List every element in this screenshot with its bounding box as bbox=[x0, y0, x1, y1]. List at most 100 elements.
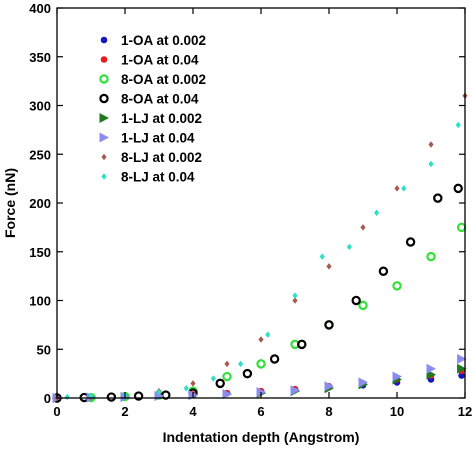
y-tick-label: 400 bbox=[29, 1, 51, 16]
data-point bbox=[426, 251, 436, 262]
data-point bbox=[324, 381, 334, 392]
data-point bbox=[106, 392, 117, 402]
legend-marker bbox=[101, 173, 107, 180]
data-point bbox=[324, 320, 334, 330]
data-point bbox=[378, 266, 389, 276]
data-point bbox=[428, 160, 434, 168]
data-point bbox=[457, 363, 467, 374]
data-point bbox=[256, 359, 266, 369]
data-point bbox=[426, 363, 436, 374]
tick-labels: 0 2 4 6 8 10 12 0 50 100 150 200 250 300 350 400 bbox=[29, 1, 472, 419]
legend-item: 1-OA at 0.04 bbox=[100, 53, 199, 68]
data-point bbox=[456, 222, 467, 233]
legend-label: 8-OA at 0.002 bbox=[121, 72, 206, 87]
data-point bbox=[133, 391, 144, 401]
data-point bbox=[401, 185, 407, 192]
data-point bbox=[428, 141, 434, 148]
legend-item: 8-OA at 0.002 bbox=[99, 72, 206, 87]
legend-label: 8-LJ at 0.002 bbox=[121, 150, 202, 165]
data-points bbox=[52, 92, 468, 403]
y-tick-label: 200 bbox=[29, 196, 51, 211]
data-point bbox=[346, 243, 352, 251]
y-tick-label: 150 bbox=[29, 245, 51, 260]
legend-item: 8-LJ at 0.002 bbox=[101, 150, 202, 165]
series-3 bbox=[52, 183, 463, 403]
x-tick-label: 2 bbox=[121, 404, 128, 419]
data-point bbox=[190, 380, 196, 387]
x-tick-label: 12 bbox=[458, 404, 472, 419]
legend-label: 8-OA at 0.04 bbox=[121, 92, 199, 107]
legend: 1-OA at 0.002 1-OA at 0.04 8-OA at 0.002 8-… bbox=[99, 33, 206, 185]
legend-label: 1-OA at 0.04 bbox=[121, 53, 199, 68]
data-point bbox=[351, 295, 361, 306]
data-point bbox=[242, 368, 253, 379]
data-point bbox=[156, 388, 162, 396]
data-point bbox=[374, 209, 380, 216]
data-point bbox=[258, 336, 264, 343]
legend-marker bbox=[100, 36, 108, 44]
legend-item: 1-LJ at 0.04 bbox=[99, 131, 195, 146]
data-point bbox=[292, 297, 298, 304]
data-point bbox=[358, 377, 368, 388]
data-point bbox=[224, 360, 230, 368]
data-point bbox=[326, 263, 332, 270]
x-tick-label: 6 bbox=[257, 404, 264, 419]
y-tick-label: 50 bbox=[37, 342, 51, 357]
data-point bbox=[269, 354, 280, 364]
data-point bbox=[297, 339, 307, 350]
data-point bbox=[215, 378, 225, 389]
data-point bbox=[455, 121, 461, 129]
series-2 bbox=[52, 222, 467, 403]
data-point bbox=[358, 300, 368, 311]
y-axis-title: Force (nN) bbox=[2, 168, 18, 238]
series-6 bbox=[54, 92, 468, 402]
y-tick-label: 250 bbox=[29, 147, 51, 162]
data-point bbox=[210, 375, 216, 382]
legend-item: 8-OA at 0.04 bbox=[99, 92, 199, 107]
data-point bbox=[222, 389, 232, 400]
legend-label: 1-LJ at 0.002 bbox=[121, 111, 202, 126]
x-axis-title: Indentation depth (Angstrom) bbox=[163, 429, 360, 445]
x-tick-label: 8 bbox=[325, 404, 332, 419]
legend-marker bbox=[99, 93, 109, 104]
data-point bbox=[392, 371, 402, 382]
legend-marker bbox=[99, 74, 109, 84]
x-tick-label: 0 bbox=[53, 404, 60, 419]
data-point bbox=[222, 371, 232, 382]
legend-marker bbox=[100, 56, 108, 63]
data-point bbox=[238, 360, 244, 368]
legend-label: 8-LJ at 0.04 bbox=[121, 170, 195, 185]
legend-label: 1-OA at 0.002 bbox=[121, 33, 206, 48]
data-point bbox=[433, 193, 443, 203]
x-tick-label: 10 bbox=[390, 404, 404, 419]
legend-marker bbox=[99, 113, 109, 123]
data-point bbox=[183, 385, 189, 392]
series-7 bbox=[64, 121, 461, 401]
legend-item: 1-LJ at 0.002 bbox=[99, 111, 202, 126]
data-point bbox=[88, 392, 94, 400]
data-point bbox=[360, 224, 366, 231]
legend-item: 8-LJ at 0.04 bbox=[101, 170, 195, 185]
data-point bbox=[392, 281, 402, 291]
legend-marker bbox=[99, 132, 109, 143]
data-point bbox=[453, 183, 463, 194]
x-tick-label: 4 bbox=[189, 404, 197, 419]
data-point bbox=[457, 354, 467, 364]
data-point bbox=[265, 331, 271, 338]
y-tick-label: 350 bbox=[29, 50, 51, 65]
data-point bbox=[292, 292, 298, 299]
axis-ticks bbox=[56, 7, 466, 399]
data-point bbox=[161, 390, 171, 400]
data-point bbox=[394, 185, 400, 192]
y-tick-label: 300 bbox=[29, 99, 51, 114]
y-tick-label: 100 bbox=[29, 294, 51, 309]
y-tick-label: 0 bbox=[44, 391, 51, 406]
data-point bbox=[319, 253, 325, 260]
data-point bbox=[458, 372, 465, 379]
data-point bbox=[64, 393, 70, 401]
legend-marker bbox=[101, 153, 107, 161]
legend-item: 1-OA at 0.002 bbox=[100, 33, 206, 48]
legend-label: 1-LJ at 0.04 bbox=[121, 131, 195, 146]
data-point bbox=[405, 237, 416, 247]
